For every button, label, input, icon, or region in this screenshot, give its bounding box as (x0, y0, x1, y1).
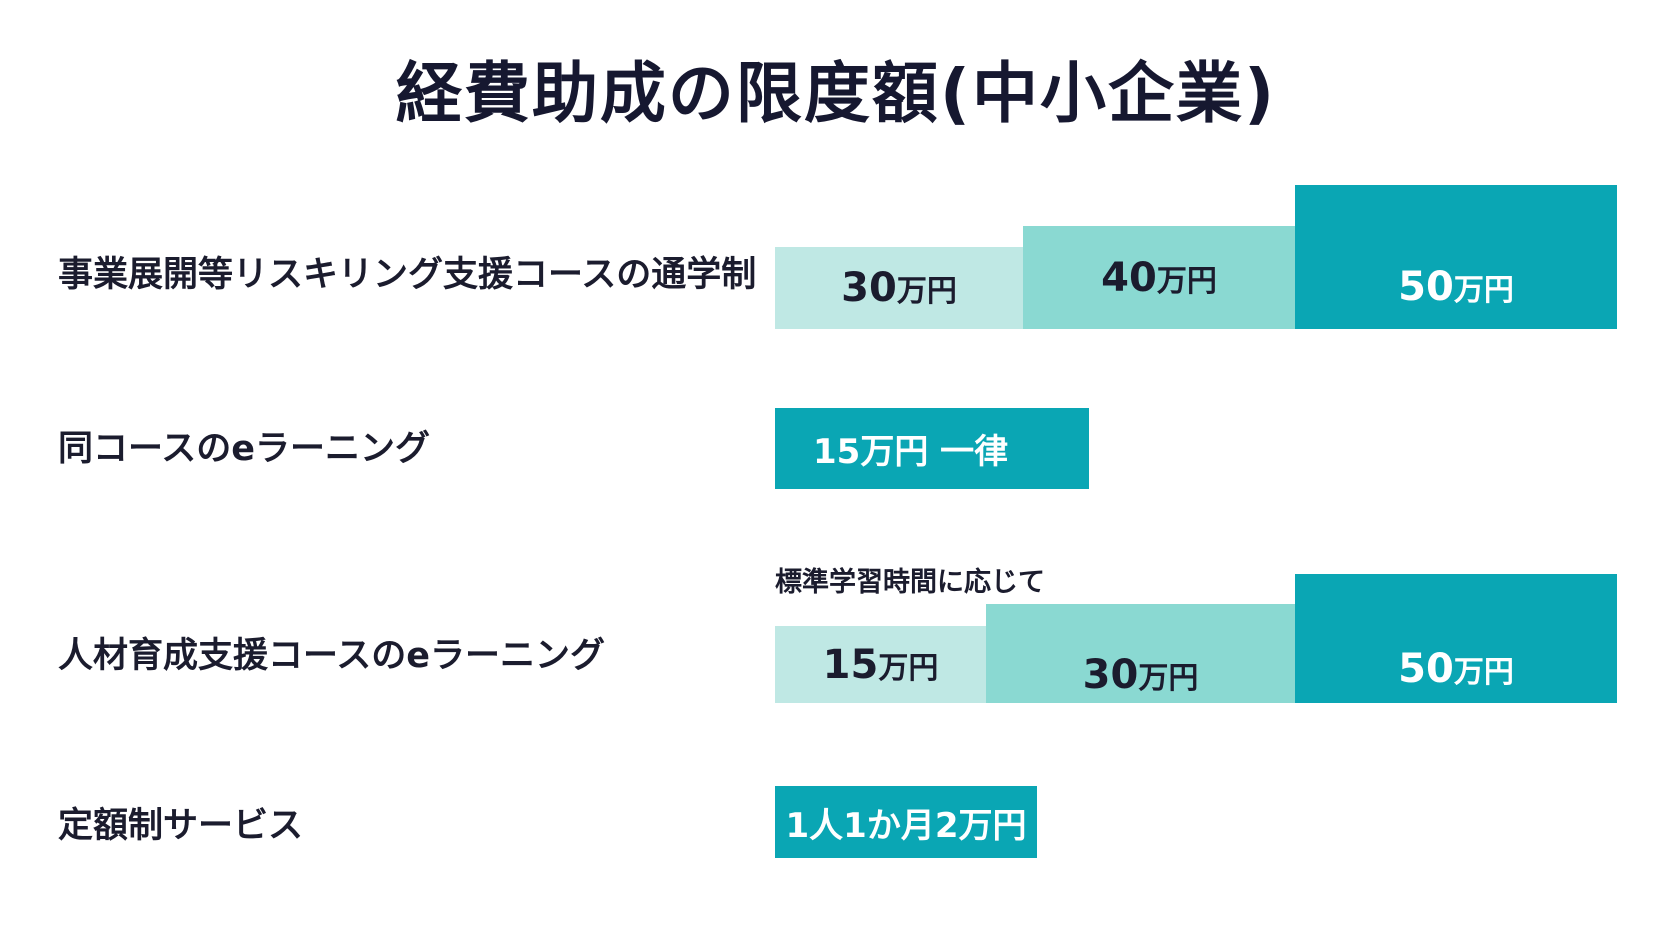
row-label-same-course-elearning: 同コースのeラーニング (58, 429, 430, 469)
row-label-subscription-service: 定額制サービス (58, 806, 304, 846)
tier-value: 50 (1398, 264, 1454, 310)
tier-unit: 万円 (896, 274, 957, 309)
tier-bar-3: 50 万円 (1295, 574, 1617, 703)
tier-unit: 万円 (1156, 263, 1217, 299)
tier-unit: 万円 (1453, 273, 1514, 308)
row-label-reskilling-commute: 事業展開等リスキリング支援コースの通学制 (58, 255, 757, 295)
tier-value: 30 (1082, 651, 1139, 698)
tier-value: 50 (1398, 645, 1454, 692)
tier-bar-3: 50 万円 (1295, 185, 1617, 329)
tier-unit: 万円 (878, 650, 939, 686)
flat-rate-bar: 15万円 一律 (775, 408, 1089, 489)
tier-bar-1: 30 万円 (775, 247, 1023, 329)
row-label-hr-development-elearning: 人材育成支援コースのeラーニング (58, 636, 605, 676)
tier-value: 40 (1101, 254, 1157, 301)
tier-note: 標準学習時間に応じて (775, 567, 1045, 598)
tier-unit: 万円 (1138, 660, 1199, 696)
tier-unit: 万円 (1453, 654, 1514, 690)
tier-bar-2: 30 万円 (986, 604, 1295, 703)
tier-bar-2: 40 万円 (1023, 226, 1295, 329)
tier-value: 30 (841, 265, 897, 311)
subscription-rate-bar: 1人1か月2万円 (775, 786, 1037, 858)
tier-value: 15 (822, 641, 879, 688)
page-title: 経費助成の限度額(中小企業) (395, 55, 1277, 132)
tier-bar-1: 15 万円 (775, 626, 986, 703)
